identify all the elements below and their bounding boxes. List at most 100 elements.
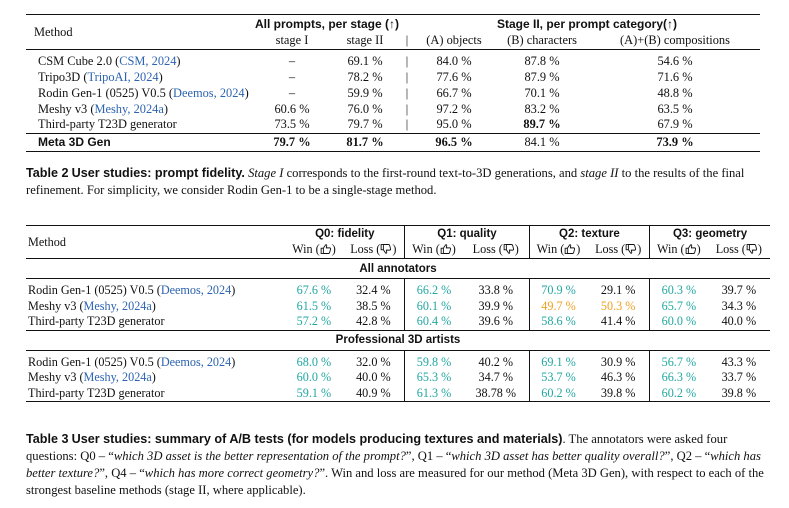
table-2: Method All prompts, per stage (↑) Stage … [26,14,760,152]
method-text: CSM Cube 2.0 ( [38,54,120,68]
loss-header: Loss () [587,242,649,259]
cell-value: 40.0 % [356,370,391,384]
method-text: Meshy v3 ( [38,101,95,116]
citation-link[interactable]: Meshy, 2024a [94,101,164,116]
cell-value: 59.8 % [404,350,463,370]
cell-value: 40.2 % [478,354,514,369]
cell-obj: 96.5 % [435,134,473,149]
cell-chr: 87.9 % [524,69,560,84]
cell-value: 38.5 % [356,298,391,313]
paren: ) [696,242,701,257]
method-text: ) [176,54,181,68]
citation-link[interactable]: TripoAI, 2024 [87,69,159,84]
cell-value: 34.7 % [478,370,514,384]
method-text: Third-party T23D generator [28,314,165,329]
paren: ) [637,242,642,257]
cell-chr: 87.8 % [524,54,560,68]
col-divider: | [405,33,409,48]
section-professional: Professional 3D artists [26,329,770,351]
win-header: Win () [649,241,708,259]
citation-link[interactable]: Meshy, 2024a [83,370,152,384]
cell-obj: 97.2 % [436,101,472,116]
method-text: Rodin Gen-1 (0525) V0.5 ( [28,354,161,369]
q3-header: Q3: geometry [649,225,770,242]
col-divider: | [405,54,409,68]
group-header-stage2: Stage II, per prompt category(↑) [496,16,678,31]
citation-link[interactable]: CSM, 2024 [119,54,177,68]
thumbs-down-icon [746,244,757,254]
paren: ) [331,242,336,257]
col-divider: | [405,101,409,116]
cell-value: 32.4 % [356,283,391,297]
table-row: Rodin Gen-1 (0525) V0.5 (Deemos, 2024) – 5… [26,85,760,101]
caption-italic: which has more correct geometry? [144,466,320,480]
method-text: Meshy v3 ( [28,298,84,313]
citation-link[interactable]: Meshy, 2024a [83,298,152,313]
method-text: ) [244,85,249,100]
cell-value: 59.1 % [296,385,332,400]
cell-comp: 54.6 % [657,54,693,68]
cell-value: 61.5 % [296,298,332,313]
caption-title: User studies: summary of A/B tests (for … [71,432,563,446]
method-text: Rodin Gen-1 (0525) V0.5 ( [38,85,174,100]
cell-value: 60.0 % [649,314,708,330]
method-name: Rodin Gen-1 (0525) V0.5 (Deemos, 2024) [26,85,254,101]
cell-value: 60.3 % [649,278,708,298]
method-name: Rodin Gen-1 (0525) V0.5 (Deemos, 2024) [26,350,285,370]
cell-value: 39.8 % [600,385,636,400]
method-text: ) [231,283,236,297]
cell-value: 65.7 % [649,298,708,314]
method-text: Third-party T23D generator [28,385,165,400]
cell-value: 49.7 % [528,298,588,314]
method-name: Meshy v3 (Meshy, 2024a) [26,298,285,314]
cell-value: 60.2 % [649,385,708,402]
win-label: Win ( [292,242,320,257]
table-row: Third-party T23D generator 73.5 % 79.7 % | 9… [26,117,760,133]
method-text: ) [163,101,168,116]
caption-text: ”, Q4 – “ [99,466,145,480]
citation-link[interactable]: Deemos, 2024 [160,354,232,369]
cell-value: 56.7 % [649,350,708,370]
method-text: Rodin Gen-1 (0525) V0.5 ( [28,283,161,297]
table-row: Meshy v3 (Meshy, 2024a) 61.5 % 38.5 % 60.1 … [26,298,770,314]
method-name: Meshy v3 (Meshy, 2024a) [26,370,285,386]
method-header: Method [34,24,73,39]
cell-obj: 84.0 % [436,54,472,68]
table-row: Rodin Gen-1 (0525) V0.5 (Deemos, 2024) 68… [26,350,770,370]
win-label: Win ( [536,242,565,257]
method-text: ) [151,370,156,384]
cell-value: 67.6 % [296,283,332,297]
method-name: Third-party T23D generator [26,314,285,330]
citation-link[interactable]: Deemos, 2024 [173,85,245,100]
cell-value: 33.8 % [478,283,514,297]
table-row: Meshy v3 (Meshy, 2024a) 60.6 % 76.0 % | 97.2… [26,101,760,117]
citation-link[interactable]: Deemos, 2024 [160,283,232,297]
cell-comp: 48.8 % [657,85,693,100]
cell-value: 40.0 % [721,314,757,329]
cell-value: 43.3 % [721,354,757,369]
thumbs-up-icon [320,244,331,255]
paren: ) [757,242,762,257]
q0-header: Q0: fidelity [315,227,375,240]
col-compositions: (A)+(B) compositions [620,33,730,48]
cell-obj: 66.7 % [436,85,472,100]
cell-value: 39.8 % [721,385,757,400]
thumbs-down-icon [625,244,637,254]
cell-s1: 73.5 % [274,117,310,132]
method-text: ) [231,354,236,369]
cell-s2: 59.9 % [347,85,383,100]
cell-chr: 84.1 % [524,134,560,149]
q2-header: Q2: texture [528,225,650,242]
paren: ) [451,242,456,257]
win-header: Win () [404,241,463,259]
cell-s2: 81.7 % [346,134,384,149]
cell-s2: 69.1 % [347,54,383,68]
col-stage2: stage II [346,33,384,48]
cell-value: 65.3 % [404,369,463,386]
col-divider: | [405,117,409,132]
thumbs-up-icon [564,244,576,255]
cell-value: 39.9 % [478,298,514,313]
cell-s2: 79.7 % [347,117,383,132]
cell-value: 46.3 % [600,370,636,384]
cell-s1: – [288,69,296,84]
